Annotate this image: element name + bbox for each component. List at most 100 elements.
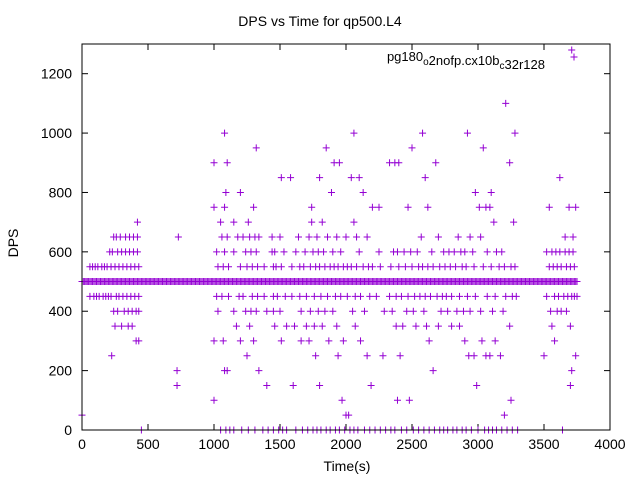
data-point xyxy=(277,337,285,345)
data-point xyxy=(269,307,277,315)
data-point xyxy=(396,352,404,360)
data-point xyxy=(250,203,258,211)
data-point xyxy=(230,307,238,315)
data-point xyxy=(479,144,487,152)
data-point xyxy=(239,292,247,300)
data-point xyxy=(459,307,467,315)
data-point xyxy=(350,218,358,226)
y-tick-label: 600 xyxy=(49,244,73,260)
data-point xyxy=(255,367,263,375)
data-point xyxy=(314,307,322,315)
data-point xyxy=(448,292,456,300)
data-point xyxy=(500,263,508,271)
x-tick-label: 3500 xyxy=(528,436,559,452)
data-point xyxy=(236,263,244,271)
data-point xyxy=(417,233,425,241)
data-point xyxy=(570,263,578,271)
data-point xyxy=(393,248,401,256)
data-point xyxy=(223,233,231,241)
x-axis-label: Time(s) xyxy=(324,458,371,474)
data-point xyxy=(318,322,326,330)
data-point xyxy=(456,292,464,300)
data-point xyxy=(302,292,310,300)
data-point xyxy=(289,381,297,389)
data-point xyxy=(568,46,576,54)
x-tick-label: 4000 xyxy=(594,436,625,452)
data-point xyxy=(263,381,271,389)
data-point xyxy=(210,203,218,211)
data-point xyxy=(173,381,181,389)
data-point xyxy=(408,263,416,271)
data-point xyxy=(407,248,415,256)
data-point xyxy=(305,233,313,241)
data-point xyxy=(470,263,478,271)
x-tick-label: 3000 xyxy=(462,436,493,452)
data-point xyxy=(466,307,474,315)
data-point xyxy=(473,381,481,389)
data-point xyxy=(479,263,487,271)
data-point xyxy=(337,292,345,300)
data-point xyxy=(271,322,279,330)
data-point xyxy=(380,307,388,315)
legend-marker-symbol xyxy=(570,53,578,61)
data-point xyxy=(461,248,469,256)
data-point xyxy=(490,218,498,226)
data-point xyxy=(292,248,300,256)
data-point xyxy=(316,381,324,389)
data-point xyxy=(424,203,432,211)
data-point xyxy=(562,307,570,315)
y-axis-label: DPS xyxy=(5,229,21,258)
data-point xyxy=(375,203,383,211)
data-point xyxy=(252,307,260,315)
x-tick-label: 1000 xyxy=(198,436,229,452)
data-point xyxy=(312,352,320,360)
data-point xyxy=(463,129,471,137)
data-point xyxy=(337,248,345,256)
data-point xyxy=(135,307,143,315)
data-point xyxy=(329,307,337,315)
data-point xyxy=(556,174,564,182)
x-tick-label: 1500 xyxy=(264,436,295,452)
data-point xyxy=(338,396,346,404)
x-tick-label: 2000 xyxy=(330,436,361,452)
data-point xyxy=(395,263,403,271)
data-point xyxy=(547,307,555,315)
data-point xyxy=(487,263,495,271)
data-point xyxy=(347,174,355,182)
data-point xyxy=(114,307,122,315)
data-point xyxy=(273,292,281,300)
data-point xyxy=(366,292,374,300)
data-point xyxy=(135,263,143,271)
data-point xyxy=(510,218,518,226)
data-point xyxy=(351,322,359,330)
axis-ticks: 0 500 1000 1500 2000 2500 3000 3500 4000 0 200 400 6… xyxy=(41,44,626,452)
data-point xyxy=(466,233,474,241)
data-point xyxy=(236,188,244,196)
data-point xyxy=(569,248,577,256)
legend: pg180o2nofp.cx10bc32r128 xyxy=(387,49,578,72)
data-point xyxy=(301,248,309,256)
data-point xyxy=(572,352,580,360)
data-point xyxy=(133,233,141,241)
data-point xyxy=(288,263,296,271)
y-tick-label: 400 xyxy=(49,303,73,319)
data-point xyxy=(483,292,491,300)
data-point xyxy=(230,218,238,226)
data-point xyxy=(349,307,357,315)
data-point xyxy=(283,322,291,330)
data-point xyxy=(456,322,464,330)
data-point xyxy=(478,337,486,345)
data-point xyxy=(506,159,514,167)
data-point xyxy=(444,307,452,315)
data-point xyxy=(425,337,433,345)
chart-title: DPS vs Time for qp500.L4 xyxy=(238,13,402,29)
data-point xyxy=(239,233,247,241)
data-point xyxy=(254,292,262,300)
data-point xyxy=(568,367,576,375)
data-point xyxy=(333,233,341,241)
data-point xyxy=(252,248,260,256)
data-point xyxy=(543,292,551,300)
data-point xyxy=(223,367,231,375)
data-point xyxy=(432,159,440,167)
